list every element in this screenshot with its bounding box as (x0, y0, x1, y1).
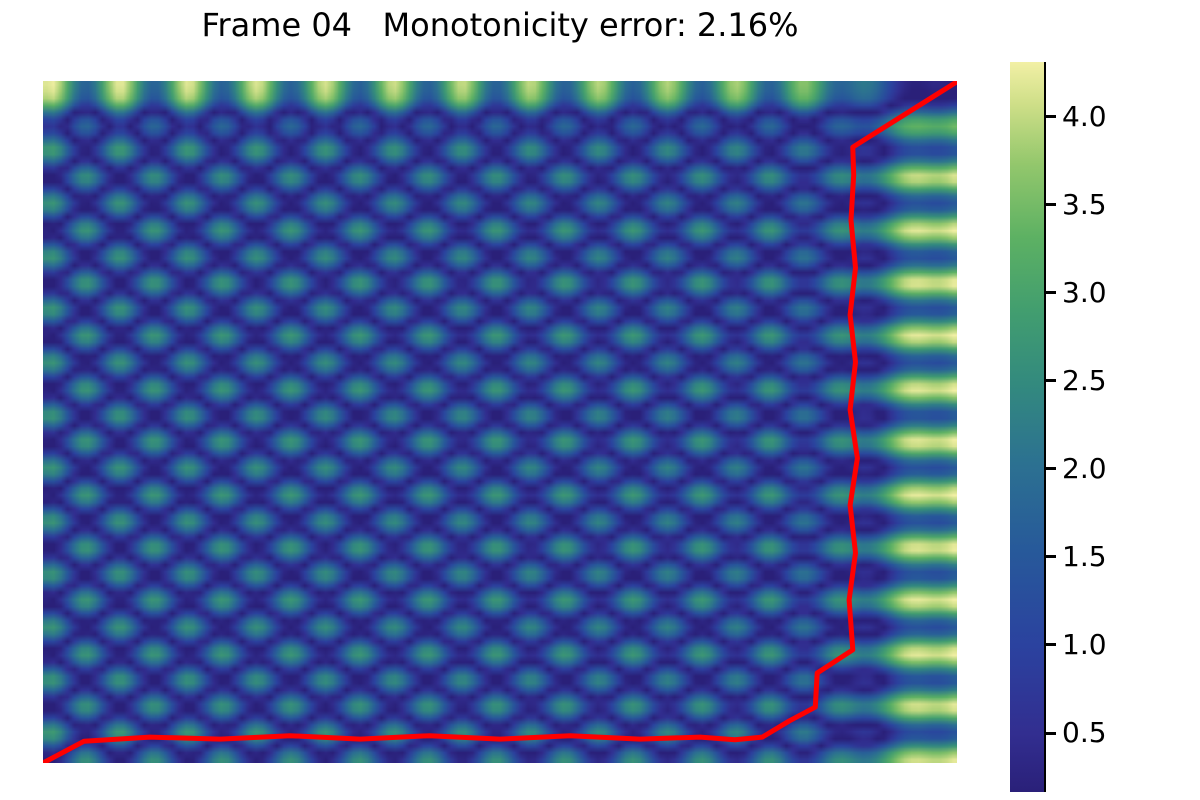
colorbar-tick (1046, 555, 1056, 559)
alignment-path-overlay (43, 81, 957, 763)
colorbar-tick-label: 1.5 (1062, 539, 1107, 573)
colorbar-tick (1046, 379, 1056, 383)
colorbar-tick-label: 4.0 (1062, 99, 1107, 133)
colorbar-tick-label: 2.0 (1062, 451, 1107, 485)
colorbar-tick (1046, 731, 1056, 735)
colorbar-tick (1046, 203, 1056, 207)
colorbar-tick (1046, 643, 1056, 647)
colorbar-tick (1046, 115, 1056, 119)
colorbar-tick-label: 1.0 (1062, 627, 1107, 661)
alignment-path-line (43, 81, 957, 763)
heatmap-canvas (43, 81, 957, 763)
heatmap-plot (43, 81, 957, 763)
colorbar-tick (1046, 467, 1056, 471)
colorbar-tick-label: 3.0 (1062, 275, 1107, 309)
colorbar: 4.0 3.5 3.0 2.5 2.0 1.5 1.0 0.5 (1010, 62, 1107, 792)
colorbar-tick (1046, 291, 1056, 295)
colorbar-gradient (1010, 62, 1046, 792)
colorbar-tick-label: 3.5 (1062, 187, 1107, 221)
chart-title: Frame 04 Monotonicity error: 2.16% (201, 6, 799, 44)
colorbar-tick-label: 2.5 (1062, 363, 1107, 397)
colorbar-tick-label: 0.5 (1062, 716, 1107, 749)
